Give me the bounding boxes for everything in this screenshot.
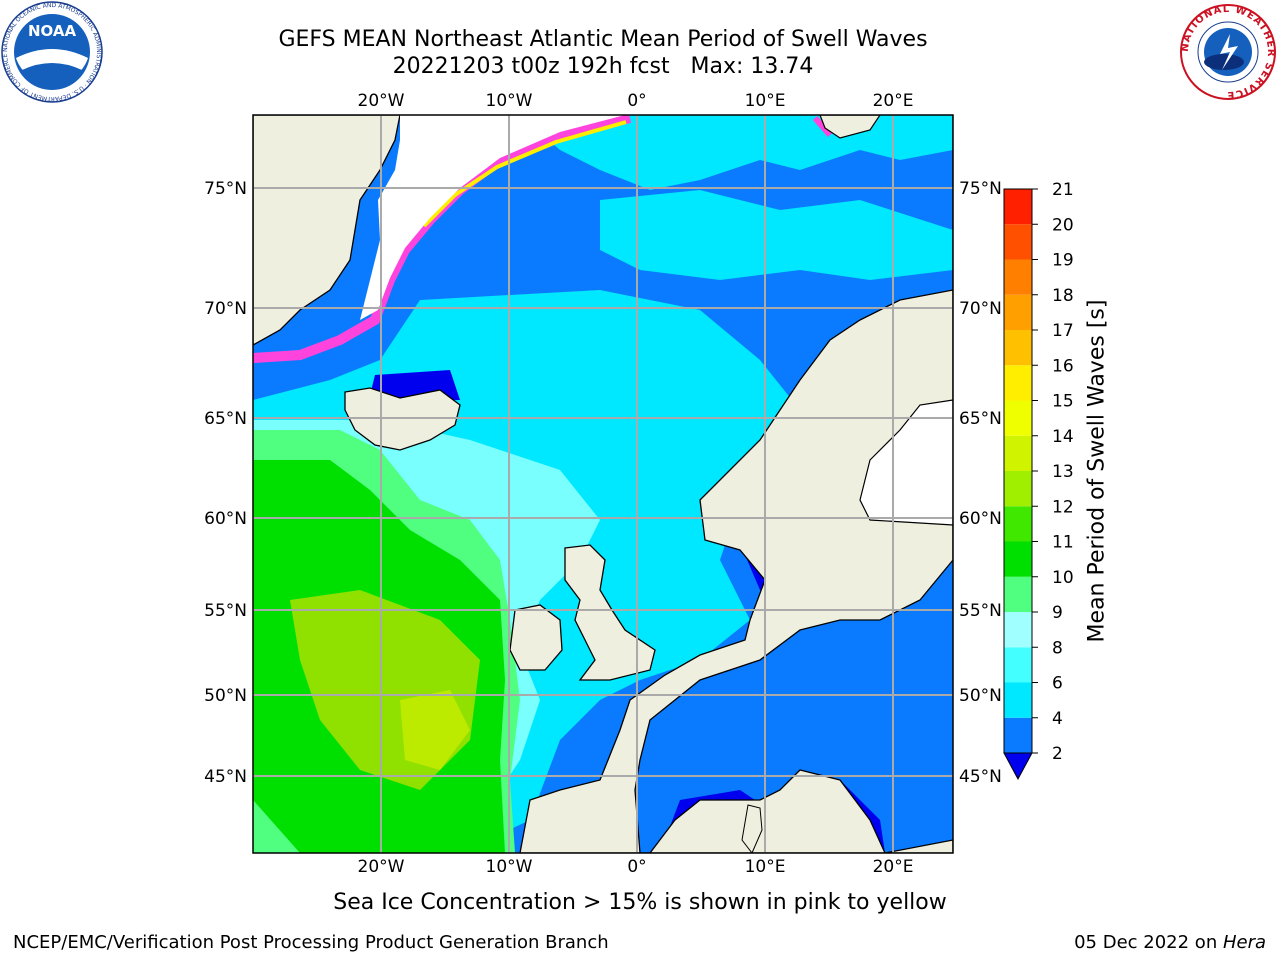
lon-tick-bottom: 10°E [745,857,786,877]
colorbar-under-arrow [1003,752,1033,781]
colorbar-swatch [1004,506,1032,542]
lon-tick-bottom: 20°W [358,857,405,877]
map-field [253,115,953,853]
lon-tick-top: 10°E [745,91,786,111]
colorbar-swatch [1004,647,1032,683]
colorbar-tick-label: 10 [1052,568,1074,588]
colorbar-swatch [1004,365,1032,401]
lat-tick-right: 55°N [959,601,1002,621]
lat-tick-left: 75°N [204,179,247,199]
colorbar-tick-label: 11 [1052,533,1074,553]
colorbar-swatch [1004,612,1032,648]
lat-tick-left: 65°N [204,409,247,429]
lat-tick-left: 60°N [204,509,247,529]
colorbar-tick-label: 21 [1052,180,1074,200]
colorbar-tick-label: 2 [1052,744,1063,764]
lat-tick-left: 70°N [204,299,247,319]
map-subtitle: 20221203 t00z 192h fcst Max: 13.74 [392,54,814,79]
greenland-ice [360,115,625,320]
lat-tick-right: 45°N [959,767,1002,787]
colorbar-tick-label: 8 [1052,638,1063,658]
colorbar-swatch [1004,400,1032,436]
colorbar-tick-label: 13 [1052,462,1074,482]
colorbar-tick-label: 9 [1052,603,1063,623]
lat-tick-left: 50°N [204,686,247,706]
colorbar-swatch [1004,682,1032,718]
land-svalbard [819,115,881,139]
ocean-field-cyan [600,190,953,280]
colorbar-tick-label: 14 [1052,427,1074,447]
lon-tick-top: 20°E [873,91,914,111]
land-greenland [253,115,401,346]
lon-tick-top: 10°W [486,91,533,111]
land-scandinavia-interior [859,399,953,526]
noaa-logo-text: NOAA [28,22,77,40]
colorbar-tick-label: 20 [1052,215,1074,235]
lat-tick-right: 75°N [959,179,1002,199]
lon-tick-top: 0° [627,91,646,111]
colorbar-swatch [1004,541,1032,577]
colorbar-swatch [1004,294,1032,330]
lon-tick-bottom: 10°W [486,857,533,877]
lon-tick-bottom: 0° [627,857,646,877]
land-corsica-sardinia [741,804,763,853]
lat-tick-right: 60°N [959,509,1002,529]
footer-credit: NCEP/EMC/Verification Post Processing Pr… [13,932,609,953]
nws-logo: NATIONAL WEATHER SERVICE [1180,4,1276,100]
lon-tick-bottom: 20°E [873,857,914,877]
lat-tick-right: 50°N [959,686,1002,706]
map-title: GEFS MEAN Northeast Atlantic Mean Period… [278,27,928,52]
lat-tick-right: 70°N [959,299,1002,319]
colorbar-swatch [1004,435,1032,471]
colorbar-tick-label: 16 [1052,356,1074,376]
map-frame [252,114,954,854]
graticule [253,115,953,853]
noaa-logo: NOAA NATIONAL OCEANIC AND ATMOSPHERIC AD… [1,1,103,103]
colorbar-tick-label: 18 [1052,286,1074,306]
sea-ice-note: Sea Ice Concentration > 15% is shown in … [333,890,947,915]
colorbar-swatch [1004,189,1032,225]
colorbar-label: Mean Period of Swell Waves [s] [1084,299,1110,643]
land-europe [519,115,953,853]
colorbar: 2 4 6 8 9 10 11 12 13 14 15 16 17 18 19 20 21 [1003,180,1074,781]
lon-tick-top: 20°W [358,91,405,111]
footer-date: 05 Dec 2022 on Hera [1074,932,1266,953]
colorbar-swatch [1004,576,1032,612]
lat-tick-left: 55°N [204,601,247,621]
ocean-field-yellowgreen [400,690,470,770]
sea-ice-band [812,116,833,137]
footer-date-text: 05 Dec 2022 on [1074,932,1223,953]
colorbar-tick-label: 6 [1052,674,1063,694]
land-ireland [509,604,563,671]
lat-tick-right: 65°N [959,409,1002,429]
colorbar-tick-label: 4 [1052,709,1063,729]
colorbar-tick-label: 15 [1052,392,1074,412]
colorbar-swatch [1004,717,1032,753]
colorbar-swatch [1004,330,1032,366]
sea-ice-band [253,115,632,363]
footer-host: Hera [1222,932,1266,953]
colorbar-tick-label: 12 [1052,497,1074,517]
lat-tick-left: 45°N [204,767,247,787]
colorbar-swatch [1004,259,1032,295]
colorbar-tick-label: 17 [1052,321,1074,341]
colorbar-tick-label: 19 [1052,251,1074,271]
colorbar-swatch [1004,471,1032,507]
colorbar-swatch [1004,224,1032,260]
sea-ice-band [422,120,627,228]
